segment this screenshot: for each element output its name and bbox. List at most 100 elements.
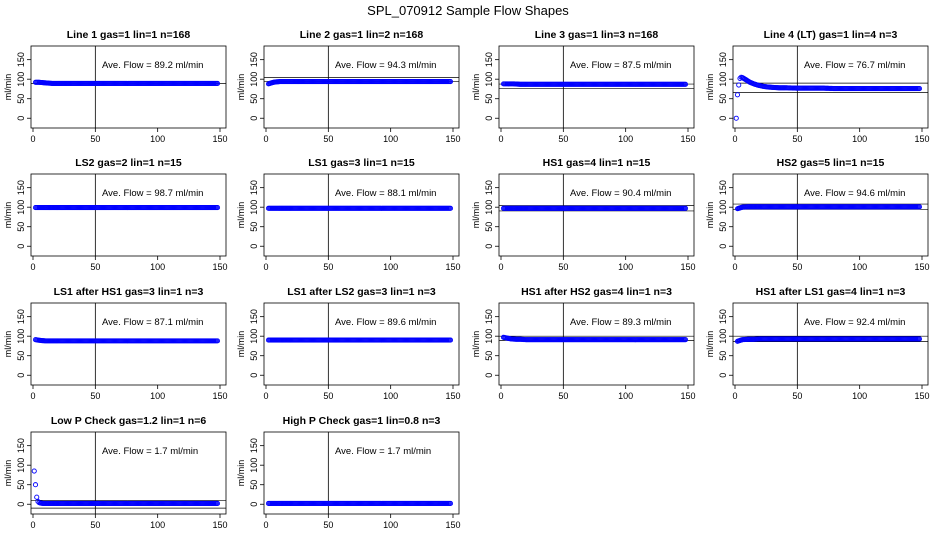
plot-frame bbox=[30, 302, 227, 386]
x-tick-label: 0 bbox=[263, 391, 268, 401]
data-point bbox=[736, 82, 742, 88]
average-flow-annotation: Ave. Flow = 1.7 ml/min bbox=[102, 446, 198, 457]
y-tick-label: 0 bbox=[16, 244, 26, 249]
x-tick-label: 50 bbox=[558, 262, 568, 272]
x-tick-label: 150 bbox=[914, 391, 929, 401]
x-tick-label: 0 bbox=[732, 134, 737, 144]
y-tick-label: 50 bbox=[16, 351, 26, 361]
x-tick-label: 50 bbox=[792, 262, 802, 272]
y-tick-label: 0 bbox=[484, 373, 494, 378]
x-tick-label: 150 bbox=[445, 520, 460, 530]
x-tick-label: 50 bbox=[323, 262, 333, 272]
data-point bbox=[734, 92, 741, 98]
chart-panel-14: High P Check gas=1 lin=0.8 n=3 0 50 100 150 0… bbox=[236, 415, 461, 530]
x-tick-label: 50 bbox=[792, 391, 802, 401]
x-tick-label: 150 bbox=[914, 262, 929, 272]
average-flow-annotation: Ave. Flow = 89.2 ml/min bbox=[102, 60, 203, 71]
y-tick-label: 150 bbox=[249, 180, 259, 195]
plot-frame bbox=[30, 173, 227, 257]
y-tick-label: 100 bbox=[249, 72, 259, 87]
y-tick-label: 150 bbox=[16, 438, 26, 453]
x-tick-label: 150 bbox=[212, 391, 227, 401]
average-flow-annotation: Ave. Flow = 88.1 ml/min bbox=[335, 188, 436, 199]
x-tick-label: 50 bbox=[323, 391, 333, 401]
y-tick-label: 0 bbox=[16, 116, 26, 121]
y-tick-label: 0 bbox=[718, 244, 728, 249]
average-flow-annotation: Ave. Flow = 89.6 ml/min bbox=[335, 317, 436, 328]
x-tick-label: 50 bbox=[558, 134, 568, 144]
y-axis-label: ml/min bbox=[705, 331, 715, 358]
y-tick-label: 0 bbox=[16, 502, 26, 507]
average-flow-annotation: Ave. Flow = 92.4 ml/min bbox=[804, 317, 905, 328]
panel-title: HS1 gas=4 lin=1 n=15 bbox=[543, 157, 651, 169]
y-tick-label: 0 bbox=[249, 116, 259, 121]
plot-frame bbox=[498, 45, 695, 129]
y-tick-label: 150 bbox=[249, 438, 259, 453]
y-tick-label: 0 bbox=[249, 502, 259, 507]
x-tick-label: 150 bbox=[445, 262, 460, 272]
x-tick-label: 100 bbox=[150, 520, 165, 530]
x-tick-label: 150 bbox=[680, 262, 695, 272]
x-tick-label: 100 bbox=[150, 262, 165, 272]
x-tick-label: 50 bbox=[323, 134, 333, 144]
x-tick-label: 100 bbox=[150, 391, 165, 401]
y-axis-label: ml/min bbox=[236, 460, 246, 487]
x-tick-label: 150 bbox=[680, 391, 695, 401]
y-tick-label: 100 bbox=[484, 200, 494, 215]
data-point bbox=[214, 205, 221, 211]
average-flow-annotation: Ave. Flow = 98.7 ml/min bbox=[102, 188, 203, 199]
plot-frame bbox=[732, 45, 929, 129]
y-tick-label: 100 bbox=[718, 200, 728, 215]
data-point bbox=[682, 205, 689, 211]
y-tick-label: 100 bbox=[718, 72, 728, 87]
y-tick-label: 50 bbox=[484, 222, 494, 232]
chart-panel-8: HS2 gas=5 lin=1 n=150 50 100 150050100150ml… bbox=[705, 157, 930, 272]
data-point bbox=[31, 468, 37, 474]
y-tick-label: 50 bbox=[16, 480, 26, 490]
y-tick-label: 50 bbox=[718, 351, 728, 361]
plot-frame bbox=[263, 302, 460, 386]
x-tick-label: 100 bbox=[618, 391, 633, 401]
x-tick-label: 100 bbox=[383, 134, 398, 144]
x-tick-label: 100 bbox=[852, 391, 867, 401]
x-tick-label: 100 bbox=[852, 134, 867, 144]
x-tick-label: 50 bbox=[90, 134, 100, 144]
panel-title: HS1 after LS1 gas=4 lin=1 n=3 bbox=[756, 286, 906, 298]
y-tick-label: 100 bbox=[249, 200, 259, 215]
y-axis-label: ml/min bbox=[236, 202, 246, 229]
y-tick-label: 100 bbox=[16, 458, 26, 473]
panel-grid: Line 1 gas=1 lin=1 n=168 0 50 100 150 0 50 100 1… bbox=[3, 29, 930, 530]
y-tick-label: 50 bbox=[249, 480, 259, 490]
x-tick-label: 0 bbox=[263, 520, 268, 530]
x-tick-label: 0 bbox=[263, 134, 268, 144]
y-tick-label: 0 bbox=[484, 244, 494, 249]
plot-frame bbox=[263, 173, 460, 257]
y-tick-label: 0 bbox=[16, 373, 26, 378]
panel-title: Line 1 gas=1 lin=1 n=168 bbox=[67, 29, 191, 41]
y-axis-label: ml/min bbox=[705, 74, 715, 101]
x-tick-label: 150 bbox=[445, 391, 460, 401]
data-point bbox=[916, 336, 923, 342]
panel-title: LS1 after LS2 gas=3 lin=1 n=3 bbox=[287, 286, 436, 298]
y-tick-label: 150 bbox=[718, 180, 728, 195]
x-tick-label: 150 bbox=[212, 520, 227, 530]
y-tick-label: 100 bbox=[484, 72, 494, 87]
x-tick-label: 100 bbox=[150, 134, 165, 144]
y-tick-label: 150 bbox=[249, 52, 259, 67]
y-tick-label: 50 bbox=[249, 222, 259, 232]
y-tick-label: 150 bbox=[484, 309, 494, 324]
x-tick-label: 50 bbox=[323, 520, 333, 530]
x-tick-label: 100 bbox=[383, 262, 398, 272]
y-axis-label: ml/min bbox=[471, 202, 481, 229]
data-point bbox=[447, 500, 454, 507]
data-point bbox=[916, 86, 923, 92]
y-tick-label: 50 bbox=[249, 94, 259, 104]
x-tick-label: 150 bbox=[680, 134, 695, 144]
average-flow-annotation: Ave. Flow = 94.3 ml/min bbox=[335, 60, 436, 71]
average-flow-annotation: Ave. Flow = 87.1 ml/min bbox=[102, 317, 203, 328]
y-tick-label: 50 bbox=[484, 351, 494, 361]
y-tick-label: 150 bbox=[718, 309, 728, 324]
chart-panel-1: Line 1 gas=1 lin=1 n=168 0 50 100 150 0 50 100 1… bbox=[3, 29, 228, 144]
panel-title: LS1 after HS1 gas=3 lin=1 n=3 bbox=[54, 286, 204, 298]
x-tick-label: 150 bbox=[914, 134, 929, 144]
